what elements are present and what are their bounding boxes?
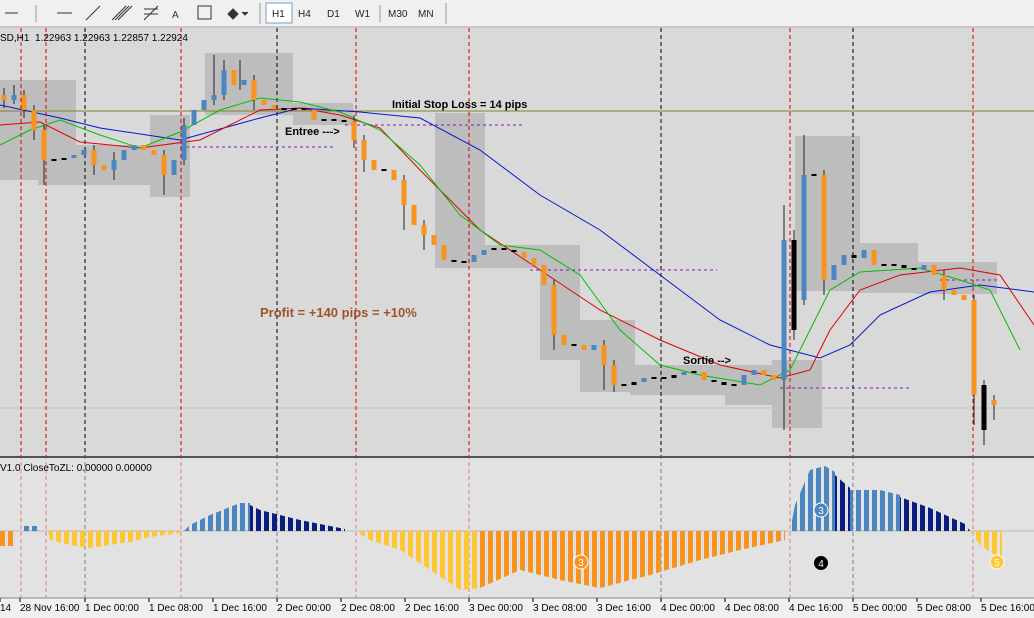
time-label: 4 Dec 08:00 [725, 603, 779, 614]
annotation: Initial Stop Loss = 14 pips [392, 99, 527, 111]
tool-fibo[interactable] [143, 5, 159, 21]
timeframe[interactable]: M30 [388, 9, 408, 20]
time-label: 1 Dec 08:00 [149, 603, 203, 614]
annotation: Entree ---> [285, 126, 340, 138]
time-label: 5 Dec 16:00 [981, 603, 1034, 614]
marker: 5 [994, 558, 1000, 569]
marker: 3 [578, 558, 584, 569]
time-axis: 14 28 Nov 16:00 1 Dec 00:00 1 Dec 08:00 1 De… [0, 597, 1034, 618]
time-label: 14 [0, 603, 12, 614]
annotation: Sortie --> [683, 355, 731, 367]
tool-label[interactable] [197, 5, 212, 20]
time-label: 3 Dec 08:00 [533, 603, 587, 614]
time-label: 2 Dec 16:00 [405, 603, 459, 614]
time-label: 4 Dec 00:00 [661, 603, 715, 614]
timeframe[interactable]: D1 [327, 9, 340, 20]
tool-channel[interactable] [111, 5, 133, 21]
symbol-header: SD,H1 1.22963 1.22963 1.22857 1.22924 [0, 33, 188, 44]
time-label: 3 Dec 16:00 [597, 603, 651, 614]
time-label: 1 Dec 16:00 [213, 603, 267, 614]
time-label: 4 Dec 16:00 [789, 603, 843, 614]
indicator-label: V1.0 CloseToZL: 0.00000 0.00000 [0, 463, 152, 474]
time-label: 2 Dec 08:00 [341, 603, 395, 614]
marker: 3 [818, 506, 824, 517]
timeframe-active[interactable] [265, 2, 293, 24]
time-label: 5 Dec 00:00 [853, 603, 907, 614]
annotation: Profit = +140 pips = +10% [260, 305, 417, 320]
price-chart: SD,H1 1.22963 1.22963 1.22857 1.22924 In… [0, 28, 1034, 598]
timeframe[interactable]: MN [418, 9, 434, 20]
time-label: 2 Dec 00:00 [277, 603, 331, 614]
timeframe[interactable]: W1 [355, 9, 370, 20]
tool-trend[interactable] [85, 5, 101, 21]
indicator-pane: V1.0 CloseToZL: 0.00000 0.00000 3 3 4 5 [0, 456, 1034, 598]
time-label: 28 Nov 16:00 [20, 603, 80, 614]
timeframe[interactable]: H1 [272, 9, 285, 20]
tool-arrows[interactable] [227, 8, 249, 20]
timeframe[interactable]: H4 [298, 9, 311, 20]
marker: 4 [818, 559, 824, 570]
time-label: 1 Dec 00:00 [85, 603, 139, 614]
time-label: 3 Dec 00:00 [469, 603, 523, 614]
toolbar: A H1 H4 D1 W1 M30 MN [0, 0, 1034, 28]
time-label: 5 Dec 08:00 [917, 603, 971, 614]
tool-text[interactable]: A [172, 10, 179, 21]
